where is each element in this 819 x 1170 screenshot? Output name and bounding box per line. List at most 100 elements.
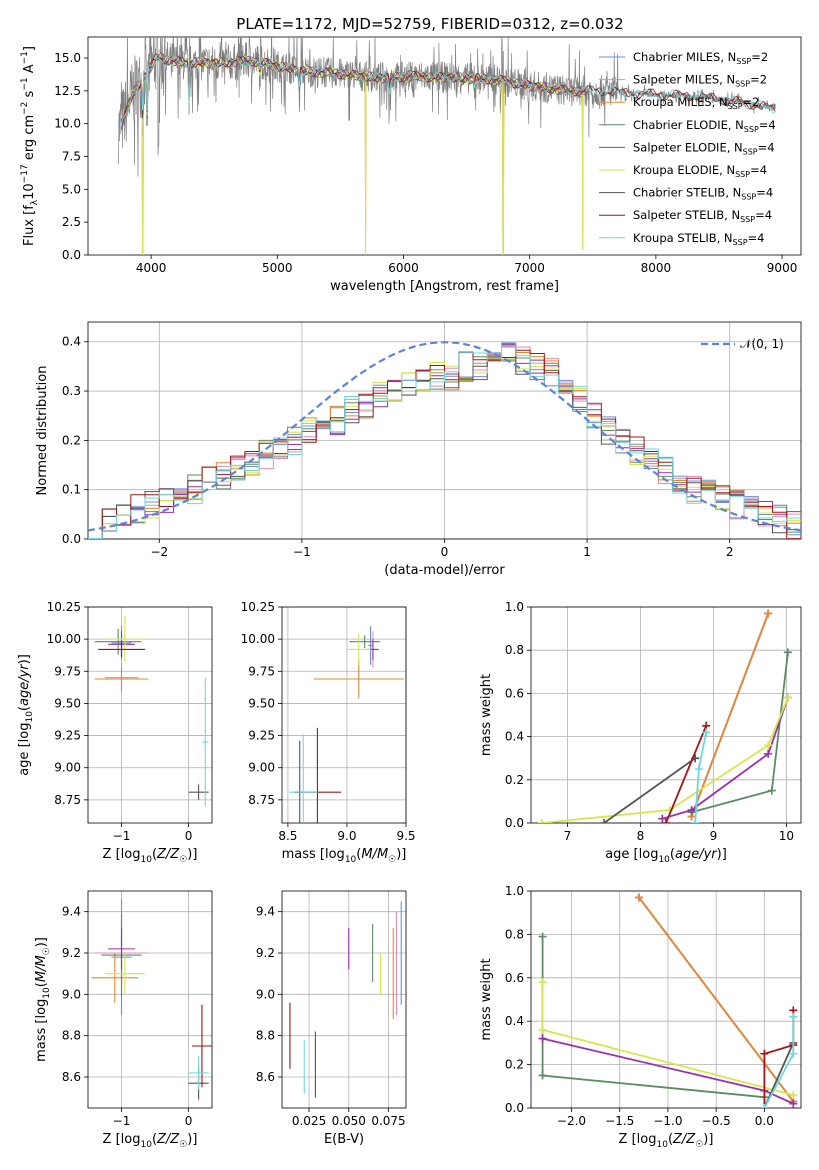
- x-tick-label: 0: [185, 1114, 193, 1128]
- x-axis-label: age [log10(age/yr)]: [605, 847, 727, 865]
- y-tick-label: 8.6: [256, 1070, 275, 1084]
- legend-entry: Salpeter STELIB, NSSP=4: [633, 208, 772, 224]
- axes-frame: [530, 890, 802, 1109]
- spectrum-curves: [117, 37, 776, 255]
- y-tick-label: 9.25: [248, 729, 275, 743]
- errorbar-chabrier-miles: [368, 626, 373, 665]
- series-line: [603, 757, 696, 823]
- grid: [531, 890, 801, 1109]
- y-tick-label: 9.4: [256, 905, 275, 919]
- axes-frame: [87, 890, 213, 1109]
- y-tick-label: 10.00: [47, 632, 81, 646]
- series-salpeter-stelib: [662, 721, 711, 823]
- figure-title: PLATE=1172, MJD=52759, FIBERID=0312, z=0…: [236, 15, 623, 33]
- x-axis-label: E(B-V): [324, 1132, 364, 1147]
- y-tick-label: 0.8: [505, 927, 524, 941]
- series-kroupa-miles: [635, 893, 798, 1106]
- errorbar-kroupa-elodie: [346, 634, 371, 665]
- series-marker: [538, 1071, 547, 1080]
- series-marker: [783, 693, 792, 702]
- series-chabrier-stelib: [599, 754, 700, 823]
- series-marker: [760, 1049, 769, 1058]
- series-marker: [702, 728, 711, 737]
- y-axis-label: mass [log10(M/M☉)]: [34, 937, 52, 1062]
- y-tick-label: 0.2: [505, 1058, 524, 1072]
- x-tick-label: −1.5: [605, 1114, 634, 1128]
- series-marker: [635, 893, 643, 902]
- points: [289, 901, 402, 1098]
- y-tick-label: 8.75: [248, 793, 275, 807]
- series-marker: [783, 648, 792, 657]
- y-tick-label: 9.50: [54, 696, 81, 710]
- y-tick-label: 8.8: [256, 1029, 275, 1043]
- x-tick-label: 9: [710, 829, 718, 843]
- series-marker: [764, 609, 773, 618]
- grid: [282, 606, 407, 823]
- x-axis-label: wavelength [Angstrom, rest frame]: [330, 279, 559, 294]
- y-tick-label: 12.5: [54, 84, 81, 98]
- series-marker: [764, 741, 773, 750]
- y-tick-label: 0.4: [505, 1014, 524, 1028]
- x-tick-label: −1.0: [653, 1114, 682, 1128]
- y-axis-label: mass weight: [479, 674, 494, 756]
- y-tick-label: 0.0: [62, 532, 81, 546]
- y-tick-label: 9.50: [248, 696, 275, 710]
- x-tick-label: 7000: [514, 261, 545, 275]
- x-tick-label: 8: [637, 829, 645, 843]
- errorbar-kroupa-miles: [94, 667, 149, 691]
- axes-frame: [87, 36, 802, 256]
- x-tick-label: −0.5: [702, 1114, 731, 1128]
- age-vs-metallicity-panel: −1 0 8.75 9.00 9.25 9.50 9.75 10.00 10.25 Z [log1…: [17, 600, 213, 865]
- y-tick-label: 10.00: [241, 632, 275, 646]
- y-tick-label: 0.0: [505, 816, 524, 830]
- x-tick-label: 0.025: [292, 1114, 326, 1128]
- y-tick-label: 7.5: [62, 150, 81, 164]
- x-tick-label: −1: [293, 545, 311, 559]
- errorbar-kroupa-elodie: [104, 616, 145, 663]
- ticks: −1 0 8.75 9.00 9.25 9.50 9.75 10.00 10.25: [47, 600, 193, 843]
- series-marker: [599, 819, 608, 823]
- x-axis-label: mass [log10(M/M☉)]: [282, 847, 407, 865]
- series-line: [638, 896, 795, 1103]
- y-tick-label: 15.0: [54, 51, 81, 65]
- y-tick-label: 8.8: [62, 1029, 81, 1043]
- grid: [88, 891, 212, 1108]
- errorbar-kroupa-stelib: [201, 677, 209, 807]
- age-vs-mass-panel: 8.5 9.0 9.5 8.75 9.00 9.25 9.50 9.75 10.00 10.25 m…: [241, 600, 416, 865]
- y-tick-label: 10.25: [241, 600, 275, 614]
- x-tick-label: 6000: [388, 261, 419, 275]
- x-axis-label: Z [log10(Z/Z☉)]: [619, 1132, 714, 1150]
- y-tick-label: 5.0: [62, 182, 81, 196]
- x-tick-label: 0.050: [332, 1114, 366, 1128]
- x-tick-label: 0.0: [755, 1114, 774, 1128]
- legend-entry: Salpeter MILES, NSSP=2: [633, 73, 767, 89]
- y-axis-label: Normed distribution: [35, 366, 50, 496]
- grid: [88, 322, 801, 540]
- series: [538, 893, 798, 1108]
- y-tick-label: 0.6: [505, 971, 524, 985]
- y-tick-label: 0.4: [62, 335, 81, 349]
- x-tick-label: 9.5: [396, 829, 415, 843]
- y-tick-label: 0.0: [505, 1101, 524, 1115]
- model-spectrum-kroupa-elodie: [120, 51, 587, 255]
- errorbar-chabrier-elodie: [349, 635, 381, 649]
- series-marker: [538, 1025, 547, 1034]
- legend-entry: Salpeter ELODIE, NSSP=4: [633, 140, 775, 156]
- errorbar-chabrier-elodie: [94, 628, 142, 655]
- histogram-kroupa-stelib: [88, 341, 801, 539]
- axes-frame: [87, 606, 213, 824]
- model-spectrum-kroupa-miles: [120, 55, 587, 255]
- x-tick-label: 10: [779, 829, 794, 843]
- y-tick-label: 10.0: [54, 117, 81, 131]
- ticks: 7 8 9 10 0.0 0.2 0.4 0.6 0.8 1.0: [505, 600, 794, 843]
- y-tick-label: 0.0: [62, 248, 81, 262]
- axes-frame: [281, 606, 407, 824]
- y-tick-label: 0.3: [62, 384, 81, 398]
- ticks: 8.5 9.0 9.5 8.75 9.00 9.25 9.50 9.75 10.00 10.25: [241, 600, 416, 843]
- x-tick-label: −1: [113, 829, 131, 843]
- x-axis-label: Z [log10(Z/Z☉)]: [103, 847, 198, 865]
- series-kroupa-stelib: [760, 1012, 798, 1108]
- x-tick-label: 8.5: [278, 829, 297, 843]
- series-marker: [538, 932, 547, 941]
